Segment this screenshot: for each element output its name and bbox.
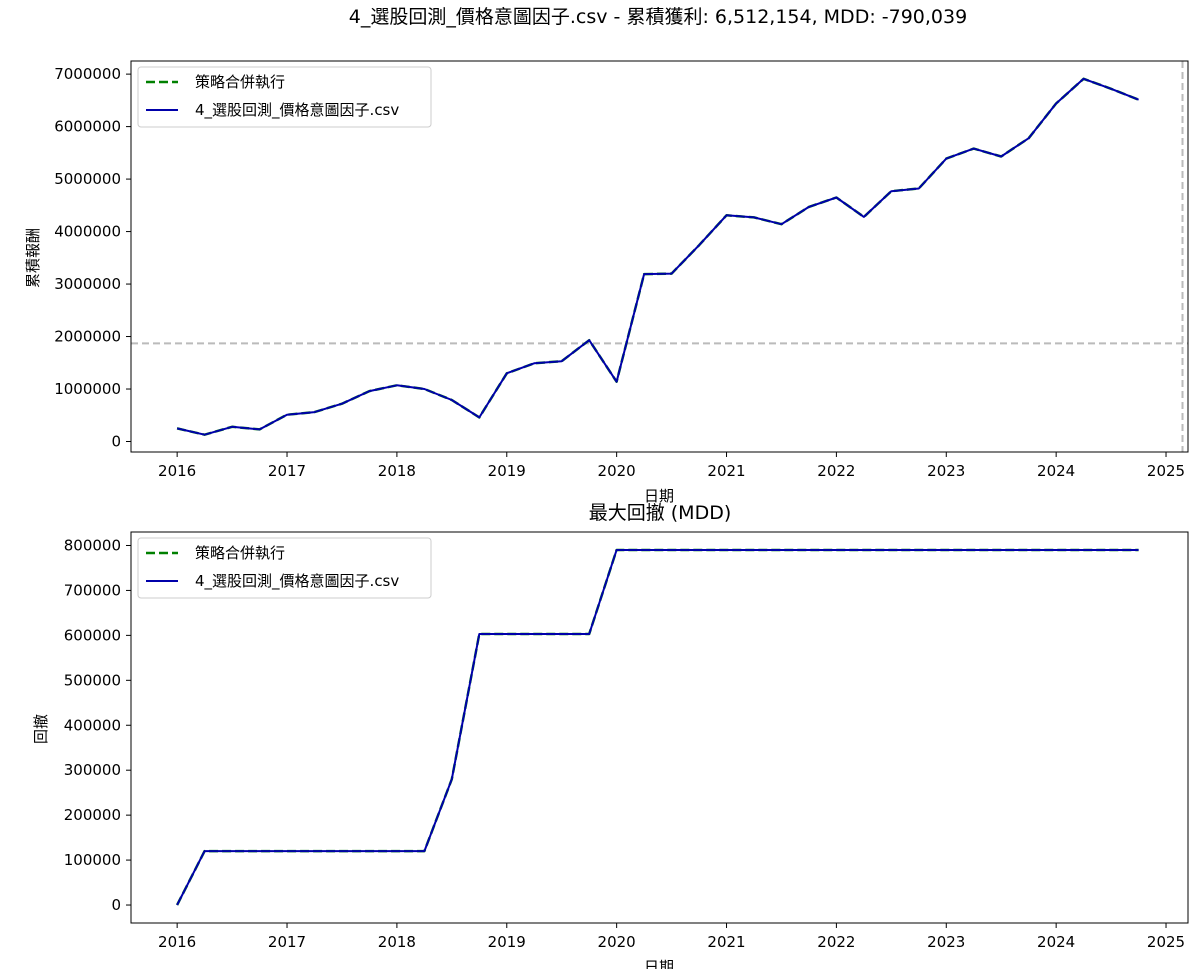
chart2-series-line-single <box>176 549 1139 906</box>
chart1-ytick-label: 5000000 <box>54 170 121 188</box>
chart2-legend: 策略合併執行 4_選股回測_價格意圖因子.csv <box>137 537 432 599</box>
chart1-xtick-label: 2018 <box>378 462 416 480</box>
chart2-title: 最大回撤 (MDD) <box>589 502 732 524</box>
chart1-series-line-combined <box>176 77 1140 436</box>
chart1-xtick-label: 2021 <box>707 462 745 480</box>
chart2-ytick-label: 500000 <box>64 671 121 689</box>
chart2-legend-label-combined: 策略合併執行 <box>195 544 285 562</box>
chart2-ytick-label: 200000 <box>64 806 121 824</box>
chart2-xtick-label: 2021 <box>707 933 745 951</box>
chart1-series <box>176 77 1140 436</box>
chart1-legend-box <box>137 66 432 128</box>
chart1-plot-frame <box>130 60 1189 453</box>
chart2-series <box>175 548 1139 906</box>
chart1-legend-label-combined: 策略合併執行 <box>195 73 285 91</box>
chart1-xtick-label: 2019 <box>488 462 526 480</box>
chart1-xtick-label: 2022 <box>817 462 855 480</box>
chart1-xtick-label: 2023 <box>927 462 965 480</box>
chart2-xtick-label: 2025 <box>1147 933 1185 951</box>
chart1-xtick-label: 2024 <box>1037 462 1075 480</box>
chart1-series-line-single <box>176 77 1139 436</box>
chart1-ytick-label: 7000000 <box>54 65 121 83</box>
chart1-xtick-label: 2016 <box>158 462 196 480</box>
chart1-ytick-label: 4000000 <box>54 223 121 241</box>
figure-title: 4_選股回測_價格意圖因子.csv - 累積獲利: 6,512,154, MDD… <box>349 6 967 28</box>
chart2-ytick-label: 0 <box>111 896 121 914</box>
chart1-reference-lines <box>131 61 1188 452</box>
chart2-ytick-label: 400000 <box>64 716 121 734</box>
chart1-ytick-label: 6000000 <box>54 118 121 136</box>
chart2-xtick-label: 2020 <box>598 933 636 951</box>
chart2-xtick-label: 2019 <box>488 933 526 951</box>
chart2-plot-frame <box>130 531 1189 924</box>
chart1-ylabel: 累積報酬 <box>24 228 42 288</box>
chart1-ytick-label: 0 <box>111 433 121 451</box>
chart2-xtick-label: 2016 <box>158 933 196 951</box>
chart1-xlabel: 日期 <box>644 487 674 505</box>
chart2-ytick-label: 300000 <box>64 761 121 779</box>
chart2-xtick-label: 2018 <box>378 933 416 951</box>
chart1-ytick-label: 1000000 <box>54 380 121 398</box>
chart2-ytick-label: 800000 <box>64 536 121 554</box>
chart2-xtick-label: 2023 <box>927 933 965 951</box>
chart2-ticks: 2016 2017 2018 2019 2020 2021 2022 2023 2024 2025… <box>64 536 1185 951</box>
chart2-legend-box <box>137 537 432 599</box>
chart2-xlabel: 日期 <box>644 958 674 969</box>
chart2-xtick-label: 2024 <box>1037 933 1075 951</box>
chart2-ylabel: 回撤 <box>32 714 50 744</box>
chart1-xtick-label: 2017 <box>268 462 306 480</box>
chart2-ytick-label: 700000 <box>64 581 121 599</box>
chart2-legend-label-single: 4_選股回測_價格意圖因子.csv <box>195 572 399 591</box>
chart1-ytick-label: 3000000 <box>54 275 121 293</box>
chart1-ticks: 2016 2017 2018 2019 2020 2021 2022 2023 2024 2025… <box>54 65 1185 480</box>
chart1-xtick-label: 2025 <box>1147 462 1185 480</box>
cumulative-return-chart: 累積報酬 日期 2016 2017 2018 2019 2020 2021 2022 2023… <box>24 60 1189 505</box>
chart2-xtick-label: 2017 <box>268 933 306 951</box>
max-drawdown-chart: 最大回撤 (MDD) 回撤 日期 2016 2017 2018 2019 2020 202… <box>32 502 1189 969</box>
chart1-ytick-label: 2000000 <box>54 328 121 346</box>
chart2-ytick-label: 600000 <box>64 626 121 644</box>
chart1-xtick-label: 2020 <box>598 462 636 480</box>
chart1-legend: 策略合併執行 4_選股回測_價格意圖因子.csv <box>137 66 432 128</box>
chart1-legend-label-single: 4_選股回測_價格意圖因子.csv <box>195 101 399 120</box>
chart2-xtick-label: 2022 <box>817 933 855 951</box>
chart2-ytick-label: 100000 <box>64 851 121 869</box>
